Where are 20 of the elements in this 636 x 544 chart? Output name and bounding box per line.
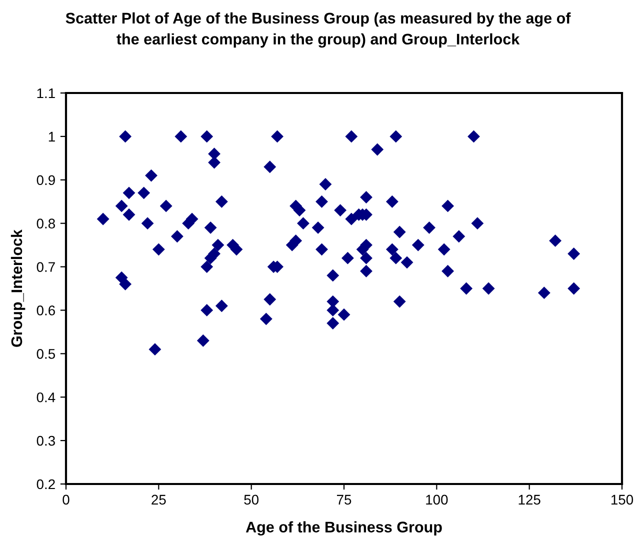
y-tick-label: 0.3 [36, 436, 55, 446]
x-tick-label: 50 [244, 494, 259, 505]
x-tick-label: 75 [336, 494, 352, 505]
y-tick-label: 0.9 [36, 175, 55, 186]
y-tick-label: 0.5 [36, 349, 56, 359]
chart-title: Scatter Plot of Age of the Business Group (as measured by the age of the earliest company in the group) and Group_Interlock [66, 12, 571, 48]
y-tick-label: 0.4 [36, 392, 56, 402]
y-tick-label: 1.1 [37, 88, 55, 98]
x-tick-label: 25 [152, 494, 166, 505]
x-axis-title: Age of the Business Group [246, 521, 442, 536]
x-tick-label: 100 [426, 494, 448, 505]
y-tick-label: 0.6 [36, 306, 55, 316]
x-tick-label: 0 [62, 494, 70, 505]
x-tick-label: 150 [611, 494, 634, 505]
y-tick-label: 1 [48, 132, 55, 142]
y-tick-label: 0.7 [36, 262, 55, 272]
x-tick-label: 125 [518, 494, 540, 505]
y-axis-title: Group_Interlock [10, 229, 26, 347]
y-tick-label: 0.8 [36, 218, 55, 229]
y-tick-label: 0.2 [36, 479, 55, 490]
